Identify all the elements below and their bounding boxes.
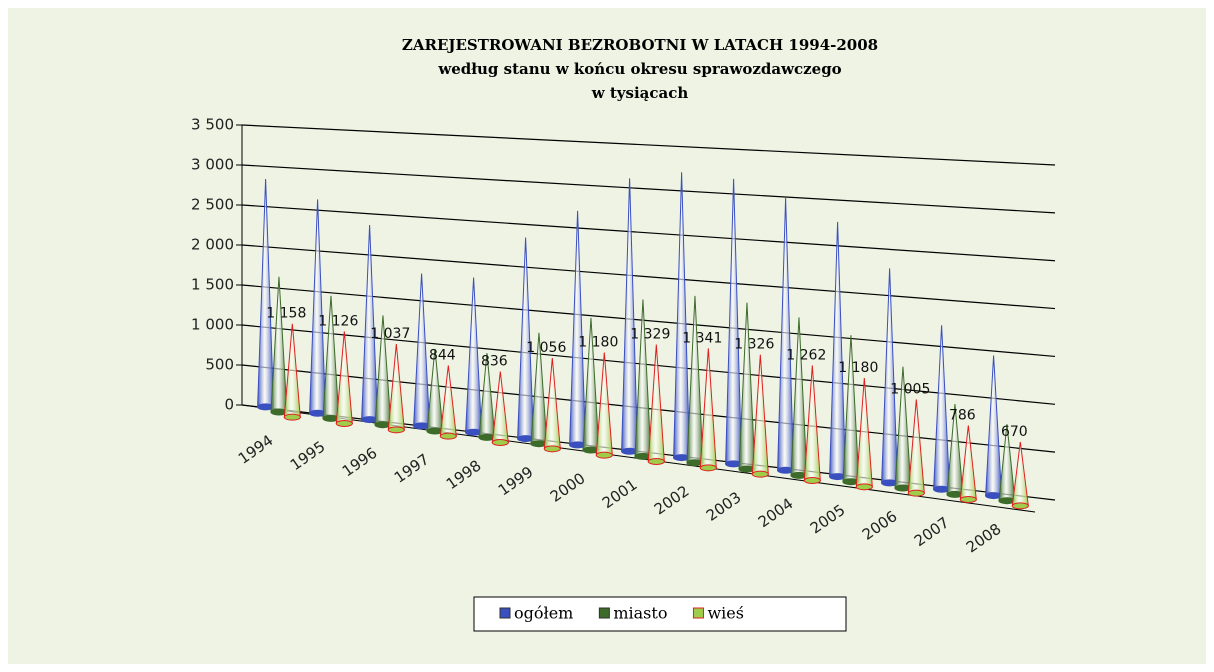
cone-base — [283, 413, 301, 421]
grid-line — [241, 284, 1056, 358]
value-label: 1 326 — [734, 337, 774, 353]
cone-base — [491, 439, 509, 447]
y-tick-label: 1 500 — [191, 276, 234, 294]
cone-base — [543, 445, 561, 453]
chart-title: ZAREJESTROWANI BEZROBOTNI W LATACH 1994-… — [402, 36, 878, 54]
value-label: 1 126 — [318, 313, 358, 329]
value-label: 1 037 — [370, 326, 410, 342]
grid-line — [241, 124, 1056, 166]
value-label: 1 262 — [786, 347, 826, 363]
value-label: 1 056 — [526, 340, 566, 356]
cone-base — [595, 451, 613, 459]
cone-base — [387, 426, 405, 434]
value-label: 1 341 — [682, 330, 722, 346]
value-label: 836 — [481, 354, 508, 370]
value-label: 1 158 — [266, 306, 306, 322]
cone-base — [647, 458, 665, 466]
cone-base — [803, 477, 821, 485]
grid-line — [241, 324, 1056, 405]
legend-label: wieś — [707, 604, 744, 623]
cone-base — [855, 483, 873, 491]
legend-label: miasto — [613, 604, 667, 623]
y-tick-label: 3 000 — [191, 156, 234, 174]
value-label: 844 — [429, 347, 456, 363]
legend-swatch — [598, 607, 610, 619]
value-label: 1 329 — [630, 327, 670, 343]
chart-subtitle: według stanu w końcu okresu sprawozdawcz… — [437, 60, 841, 78]
legend-swatch — [692, 607, 704, 619]
legend-label: ogółem — [514, 604, 573, 623]
cone-base — [1011, 502, 1029, 510]
cone-base — [907, 489, 925, 497]
value-label: 1 180 — [838, 360, 878, 376]
grid-line — [241, 244, 1056, 310]
grid-line — [241, 164, 1056, 214]
y-tick-label: 2 000 — [191, 236, 234, 254]
chart-subtitle: w tysiącach — [591, 84, 689, 102]
cone-base — [699, 464, 717, 472]
value-label: 1 180 — [578, 335, 618, 351]
chart-background — [8, 8, 1206, 664]
value-label: 786 — [949, 407, 976, 423]
y-tick-label: 500 — [205, 356, 234, 374]
legend-box — [473, 596, 847, 632]
y-tick-label: 1 000 — [191, 316, 234, 334]
value-label: 1 005 — [890, 381, 930, 397]
cone-base — [751, 470, 769, 478]
y-tick-label: 3 500 — [191, 116, 234, 134]
y-tick-label: 0 — [224, 396, 234, 414]
cone-base — [335, 420, 353, 428]
cone-base — [959, 496, 977, 504]
legend-swatch — [499, 607, 511, 619]
y-tick-label: 2 500 — [191, 196, 234, 214]
cone-base — [439, 432, 457, 440]
grid-line — [241, 204, 1056, 262]
value-label: 670 — [1001, 424, 1028, 440]
